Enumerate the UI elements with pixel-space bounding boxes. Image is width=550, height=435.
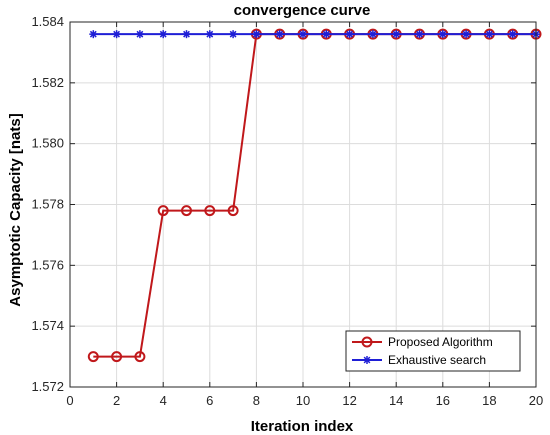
asterisk-stroke [276, 30, 284, 38]
asterisk-stroke [363, 356, 371, 364]
asterisk-stroke [136, 30, 144, 38]
data-point [134, 351, 146, 363]
data-point [135, 30, 144, 39]
data-point [275, 30, 284, 39]
legend-label: Exhaustive search [388, 353, 486, 367]
asterisk-stroke [485, 30, 493, 38]
data-point [157, 205, 169, 217]
y-tick-label: 1.584 [31, 14, 64, 29]
legend-box [345, 330, 521, 372]
legend-marker [361, 336, 373, 348]
data-point [252, 30, 261, 39]
data-point [204, 205, 216, 217]
series-exhaustive-search [89, 30, 540, 39]
axis-ticks: 0 2 4 6 8 10 12 14 16 18 20 1.572 1.574 1.576 1.578 1.5… [31, 14, 543, 408]
data-point [485, 30, 494, 39]
x-tick-label: 6 [206, 393, 213, 408]
x-tick-label: 2 [113, 393, 120, 408]
data-point [89, 30, 98, 39]
data-point [227, 205, 239, 217]
data-point [181, 205, 192, 217]
data-point [111, 351, 123, 363]
asterisk-stroke [229, 30, 237, 38]
legend-item: Exhaustive search [352, 353, 486, 367]
data-point [87, 351, 99, 363]
y-tick-label: 1.574 [31, 318, 64, 333]
asterisk-stroke [416, 30, 423, 38]
data-point [299, 30, 307, 39]
data-point [159, 30, 168, 39]
asterisk-stroke [252, 30, 260, 38]
data-point [182, 30, 191, 39]
legend-items: Proposed Algorithm Exhaustive search [352, 335, 493, 367]
x-tick-label: 14 [389, 393, 403, 408]
chart-title: convergence curve [234, 2, 371, 19]
legend-label: Proposed Algorithm [388, 335, 493, 349]
data-point [229, 30, 238, 39]
asterisk-stroke [206, 30, 214, 38]
asterisk-stroke [113, 30, 121, 38]
legend-item: Proposed Algorithm [352, 335, 493, 349]
x-tick-label: 4 [160, 393, 167, 408]
asterisk-stroke [346, 30, 354, 38]
asterisk-stroke [509, 30, 517, 38]
data-point [415, 30, 424, 39]
asterisk-stroke [462, 30, 470, 38]
series-proposed-algorithm [87, 28, 542, 363]
data-point [392, 30, 401, 39]
y-tick-label: 1.572 [31, 379, 64, 394]
data-point [322, 30, 331, 39]
x-tick-label: 8 [253, 393, 260, 408]
asterisk-stroke [299, 30, 307, 38]
y-tick-label: 1.578 [31, 197, 64, 212]
legend-marker [363, 356, 371, 364]
asterisk-stroke [322, 30, 330, 38]
y-tick-label: 1.580 [31, 136, 64, 151]
x-tick-label: 10 [296, 393, 310, 408]
x-tick-label: 20 [529, 393, 543, 408]
x-tick-label: 0 [66, 393, 73, 408]
y-tick-label: 1.576 [31, 257, 64, 272]
asterisk-stroke [439, 30, 447, 38]
legend: Proposed Algorithm Exhaustive search [345, 330, 521, 372]
asterisk-stroke [392, 30, 400, 38]
x-tick-label: 18 [482, 393, 496, 408]
data-point [345, 30, 354, 39]
series-layer [87, 28, 542, 363]
data-point [438, 30, 447, 39]
data-point [368, 30, 377, 39]
data-point [112, 30, 121, 39]
y-axis-label: Asymptotic Capacity [nats] [7, 113, 24, 306]
data-point [205, 30, 214, 39]
asterisk-stroke [159, 30, 167, 38]
asterisk-stroke [369, 30, 377, 38]
data-point [508, 30, 517, 39]
asterisk-stroke [89, 30, 97, 38]
y-tick-label: 1.582 [31, 75, 64, 90]
asterisk-stroke [183, 30, 190, 38]
x-axis-label: Iteration index [251, 418, 354, 435]
x-tick-label: 12 [342, 393, 356, 408]
x-tick-label: 16 [436, 393, 450, 408]
data-point [462, 30, 471, 39]
